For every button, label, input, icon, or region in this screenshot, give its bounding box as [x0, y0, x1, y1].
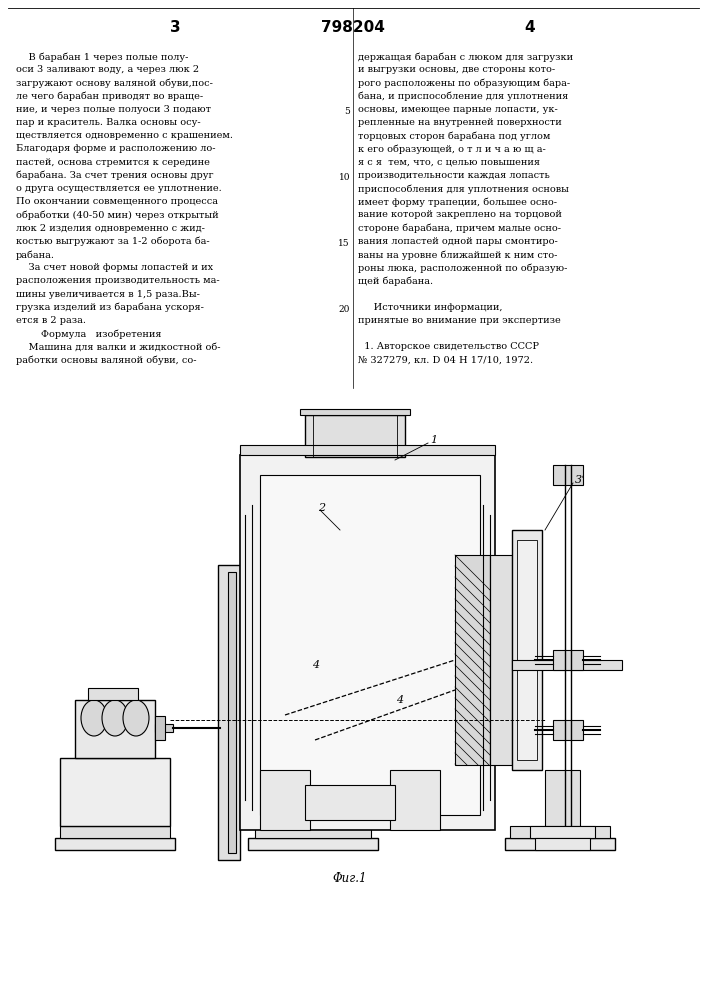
Text: щей барабана.: щей барабана. — [358, 276, 433, 286]
Bar — [530, 826, 595, 838]
Text: 798204: 798204 — [321, 20, 385, 35]
Text: 3: 3 — [170, 20, 180, 35]
Text: 1. Авторское свидетельство СССР: 1. Авторское свидетельство СССР — [358, 342, 539, 351]
Text: 20: 20 — [339, 305, 350, 314]
Text: грузка изделий из барабана ускоря-: грузка изделий из барабана ускоря- — [16, 303, 204, 312]
Text: 5: 5 — [344, 107, 350, 116]
Bar — [60, 826, 170, 838]
Ellipse shape — [81, 700, 107, 736]
Bar — [255, 826, 371, 838]
Text: пар и краситель. Валка основы осу-: пар и краситель. Валка основы осу- — [16, 118, 201, 127]
Text: 3’: 3’ — [575, 475, 585, 485]
Text: принятые во внимание при экспертизе: принятые во внимание при экспертизе — [358, 316, 561, 325]
Bar — [155, 716, 165, 740]
Text: За счет новой формы лопастей и их: За счет новой формы лопастей и их — [16, 263, 213, 272]
Text: вание которой закреплено на торцовой: вание которой закреплено на торцовой — [358, 210, 562, 219]
Text: и выгрузки основы, две стороны кото-: и выгрузки основы, две стороны кото- — [358, 65, 555, 74]
Bar — [305, 415, 405, 457]
Text: производительности каждая лопасть: производительности каждая лопасть — [358, 171, 550, 180]
Text: вания лопастей одной пары смонтиро-: вания лопастей одной пары смонтиро- — [358, 237, 558, 246]
Bar — [260, 475, 480, 815]
Text: Формула   изобретения: Формула изобретения — [16, 329, 161, 339]
Bar — [218, 565, 240, 860]
Bar — [553, 650, 583, 670]
Text: люк 2 изделия одновременно с жид-: люк 2 изделия одновременно с жид- — [16, 224, 205, 233]
Text: стороне барабана, причем малые осно-: стороне барабана, причем малые осно- — [358, 224, 561, 233]
Text: Φиг.1: Φиг.1 — [333, 871, 367, 884]
Text: шины увеличивается в 1,5 раза.Вы-: шины увеличивается в 1,5 раза.Вы- — [16, 290, 200, 299]
Text: 4: 4 — [397, 695, 404, 705]
Text: По окончании совмещенного процесса: По окончании совмещенного процесса — [16, 197, 218, 206]
Bar — [55, 838, 175, 850]
Text: Машина для валки и жидкостной об-: Машина для валки и жидкостной об- — [16, 342, 221, 351]
Bar — [300, 409, 410, 415]
Text: роны люка, расположенной по образую-: роны люка, расположенной по образую- — [358, 263, 568, 273]
Bar — [535, 838, 590, 850]
Text: ле чего барабан приводят во враще-: ле чего барабан приводят во враще- — [16, 92, 203, 101]
Text: ществляется одновременно с крашением.: ществляется одновременно с крашением. — [16, 131, 233, 140]
Bar — [553, 720, 583, 740]
Text: рабана.: рабана. — [16, 250, 55, 259]
Text: 1: 1 — [430, 435, 437, 445]
Ellipse shape — [123, 700, 149, 736]
Bar — [305, 785, 395, 820]
Text: Источники информации,: Источники информации, — [358, 303, 503, 312]
Bar — [240, 455, 495, 830]
Bar — [553, 465, 583, 485]
Text: работки основы валяной обуви, со-: работки основы валяной обуви, со- — [16, 356, 197, 365]
Text: 4: 4 — [525, 20, 535, 35]
Text: о друга осуществляется ее уплотнение.: о друга осуществляется ее уплотнение. — [16, 184, 222, 193]
Bar — [455, 555, 490, 765]
Bar — [248, 838, 378, 850]
Text: к его образующей, о т л и ч а ю щ а-: к его образующей, о т л и ч а ю щ а- — [358, 144, 546, 154]
Text: загружают основу валяной обуви,пос-: загружают основу валяной обуви,пос- — [16, 78, 213, 88]
Text: 15: 15 — [339, 239, 350, 248]
Text: оси 3 заливают воду, а через люк 2: оси 3 заливают воду, а через люк 2 — [16, 65, 199, 74]
Text: репленные на внутренней поверхности: репленные на внутренней поверхности — [358, 118, 562, 127]
Text: основы, имеющее парные лопасти, ук-: основы, имеющее парные лопасти, ук- — [358, 105, 558, 114]
Text: ется в 2 раза.: ется в 2 раза. — [16, 316, 86, 325]
Bar — [512, 660, 622, 670]
Text: 2: 2 — [318, 503, 325, 513]
Text: имеет форму трапеции, большее осно-: имеет форму трапеции, большее осно- — [358, 197, 557, 207]
Text: Благодаря форме и расположению ло-: Благодаря форме и расположению ло- — [16, 144, 216, 153]
Text: бана, и приспособление для уплотнения: бана, и приспособление для уплотнения — [358, 92, 568, 101]
Text: В барабан 1 через полые полу-: В барабан 1 через полые полу- — [16, 52, 188, 62]
Bar — [260, 770, 310, 830]
Text: 4: 4 — [312, 660, 320, 670]
Text: я с я  тем, что, с целью повышения: я с я тем, что, с целью повышения — [358, 158, 540, 167]
Bar — [228, 572, 236, 853]
Bar — [505, 838, 615, 850]
Bar — [512, 530, 542, 770]
Text: приспособления для уплотнения основы: приспособления для уплотнения основы — [358, 184, 569, 194]
Text: рого расположены по образующим бара-: рого расположены по образующим бара- — [358, 78, 570, 88]
Bar — [75, 700, 155, 758]
Text: 10: 10 — [339, 173, 350, 182]
Text: барабана. За счет трения основы друг: барабана. За счет трения основы друг — [16, 171, 214, 180]
Text: ние, и через полые полуоси 3 подают: ние, и через полые полуоси 3 подают — [16, 105, 211, 114]
Bar — [545, 770, 580, 826]
Text: расположения производительность ма-: расположения производительность ма- — [16, 276, 220, 285]
Bar — [517, 540, 537, 760]
Text: торцовых сторон барабана под углом: торцовых сторон барабана под углом — [358, 131, 550, 141]
Text: обработки (40-50 мин) через открытый: обработки (40-50 мин) через открытый — [16, 210, 218, 220]
Bar — [60, 758, 170, 826]
Bar — [155, 724, 173, 732]
Bar — [490, 555, 512, 765]
Bar — [510, 826, 610, 838]
Text: ваны на уровне ближайшей к ним сто-: ваны на уровне ближайшей к ним сто- — [358, 250, 557, 259]
Bar — [390, 770, 440, 830]
Bar — [240, 445, 495, 455]
Text: костью выгружают за 1-2 оборота ба-: костью выгружают за 1-2 оборота ба- — [16, 237, 209, 246]
Bar — [88, 688, 138, 700]
Text: № 327279, кл. D 04 H 17/10, 1972.: № 327279, кл. D 04 H 17/10, 1972. — [358, 356, 533, 365]
Text: пастей, основа стремится к середине: пастей, основа стремится к середине — [16, 158, 210, 167]
Ellipse shape — [102, 700, 128, 736]
Text: держащая барабан с люком для загрузки: держащая барабан с люком для загрузки — [358, 52, 573, 62]
